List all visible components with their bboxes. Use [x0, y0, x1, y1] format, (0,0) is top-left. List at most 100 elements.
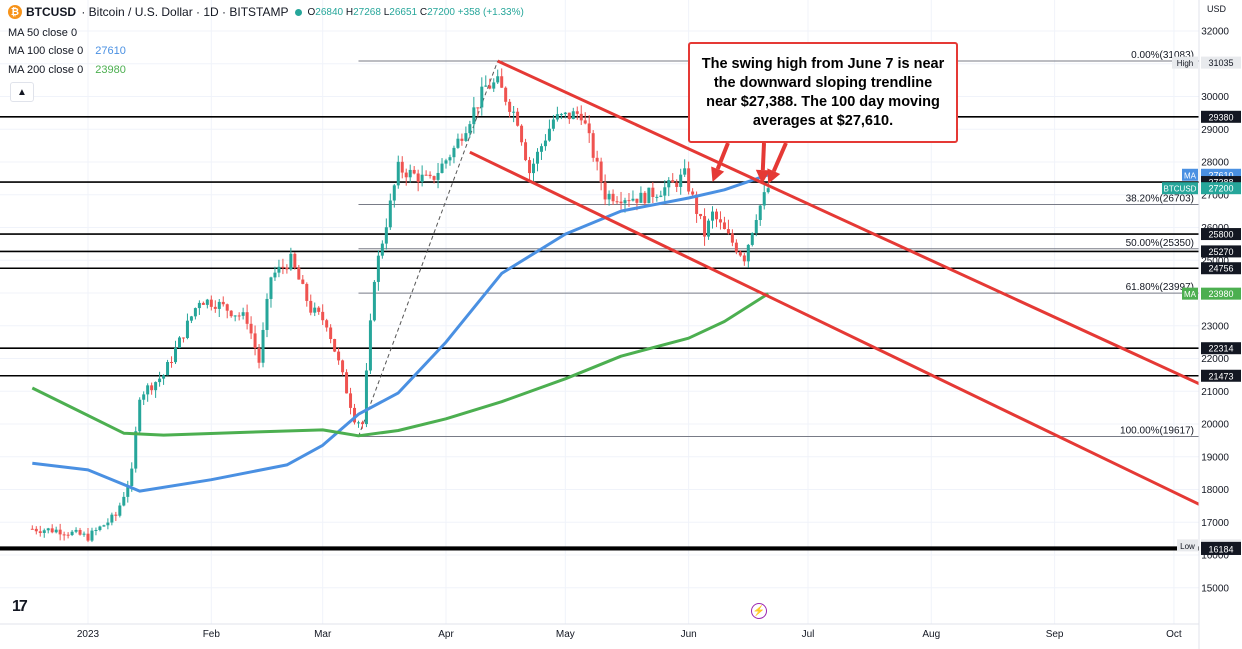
price-tick: 27000 [1201, 190, 1229, 201]
price-badge-label: 27610 [1208, 170, 1233, 180]
candle-body [695, 194, 699, 214]
candle-body [329, 327, 333, 340]
indicator-ma100[interactable]: MA 100 close 0 27610 [8, 45, 126, 57]
candle-body [460, 138, 464, 141]
price-badge [1201, 369, 1241, 382]
candle-body [480, 86, 484, 108]
candle-body [174, 347, 178, 363]
candle-body [432, 176, 436, 180]
arrow-head [767, 168, 781, 185]
candle-body [345, 372, 349, 394]
candle-body [130, 468, 134, 486]
candle-body [579, 113, 583, 121]
candle-body [607, 193, 611, 200]
candle-body [245, 312, 249, 324]
indicator-ma50[interactable]: MA 50 close 0 [8, 27, 78, 39]
candle-body [253, 333, 257, 349]
candle-body [372, 281, 376, 321]
candle-body [213, 306, 217, 309]
candle-body [595, 157, 599, 162]
candle-body [150, 385, 154, 391]
candle-body [98, 526, 102, 531]
candle-body [472, 107, 476, 125]
candle-body [516, 111, 520, 126]
ohlc-values: O26840 H27268 L26651 C27200 +358 (+1.33%… [307, 6, 524, 18]
price-tag-label: MA [1184, 290, 1197, 299]
candle-body [524, 142, 528, 161]
candle-body [46, 528, 50, 531]
indicator-ma200[interactable]: MA 200 close 0 23980 [8, 64, 126, 76]
symbol[interactable]: BTCUSD [26, 5, 76, 19]
candle-body [563, 112, 567, 115]
candle-body [535, 151, 539, 164]
candle-body [58, 529, 62, 535]
candle-body [623, 200, 627, 204]
annotation-callout: The swing high from June 7 is near the d… [688, 42, 958, 143]
candle-body [615, 201, 619, 203]
time-tick: Jun [681, 629, 697, 640]
candle-body [221, 301, 225, 305]
candle-body [166, 361, 170, 376]
chart-header: ₿ BTCUSD · Bitcoin / U.S. Dollar · 1D · … [8, 5, 524, 19]
price-tick: 18000 [1201, 485, 1229, 496]
candle-body [257, 348, 261, 363]
candle-body [30, 528, 34, 530]
candle-body [476, 107, 480, 109]
price-tick: 28000 [1201, 158, 1229, 169]
candle-body [118, 505, 122, 516]
candle-body [532, 163, 536, 174]
price-tag [1182, 287, 1198, 300]
price-badge [1201, 110, 1241, 123]
candle-body [177, 337, 181, 348]
time-tick: Sep [1046, 629, 1064, 640]
candle-body [269, 277, 273, 299]
candle-body [380, 243, 384, 256]
candle-body [559, 114, 563, 116]
candle-body [539, 146, 543, 152]
bitcoin-icon: ₿ [8, 5, 22, 19]
candle-body [543, 140, 547, 147]
candle-body [301, 279, 305, 284]
candle-body [711, 211, 715, 221]
candle-body [353, 407, 357, 423]
candle-body [762, 192, 766, 206]
candle-body [583, 120, 587, 124]
candle-body [341, 360, 345, 373]
candle-body [567, 112, 571, 120]
currency-label[interactable]: USD [1207, 4, 1227, 14]
fib-lines: 0.00%(31083) 38.20%(26703) 50.00%(25350) 61… [358, 50, 1199, 438]
candle-body [444, 160, 448, 164]
price-tag [1172, 56, 1198, 69]
candle-body [229, 310, 233, 317]
candle-body [237, 315, 241, 317]
candle-body [285, 267, 289, 270]
candle-body [325, 320, 329, 328]
lightning-icon[interactable]: ⚡ [751, 603, 767, 619]
candle-body [170, 361, 174, 363]
price-badge-label: 29380 [1208, 112, 1233, 122]
fib-level-label: 100.00%(19617) [1120, 426, 1194, 437]
candle-body [305, 283, 309, 301]
collapse-indicators-button[interactable]: ▲ [10, 82, 34, 102]
price-tag-label: High [1177, 59, 1193, 68]
candle-body [396, 161, 400, 186]
candle-body [297, 267, 301, 280]
candle-body [197, 302, 201, 309]
horizontal-levels [0, 116, 1199, 551]
candle-body [86, 533, 90, 541]
candle-body [547, 128, 551, 141]
candle-body [122, 496, 126, 506]
candle-body [273, 272, 277, 278]
candle-body [496, 76, 500, 83]
fib-level-label: 0.00%(31083) [1131, 50, 1194, 61]
candle-body [134, 431, 138, 469]
candle-body [484, 85, 488, 87]
candle-body [114, 514, 118, 516]
candle-body [313, 307, 317, 313]
candle-body [631, 198, 635, 201]
candle-body [293, 253, 297, 268]
candle-body [317, 307, 321, 312]
candle-body [754, 220, 758, 233]
candle-body [412, 169, 416, 174]
